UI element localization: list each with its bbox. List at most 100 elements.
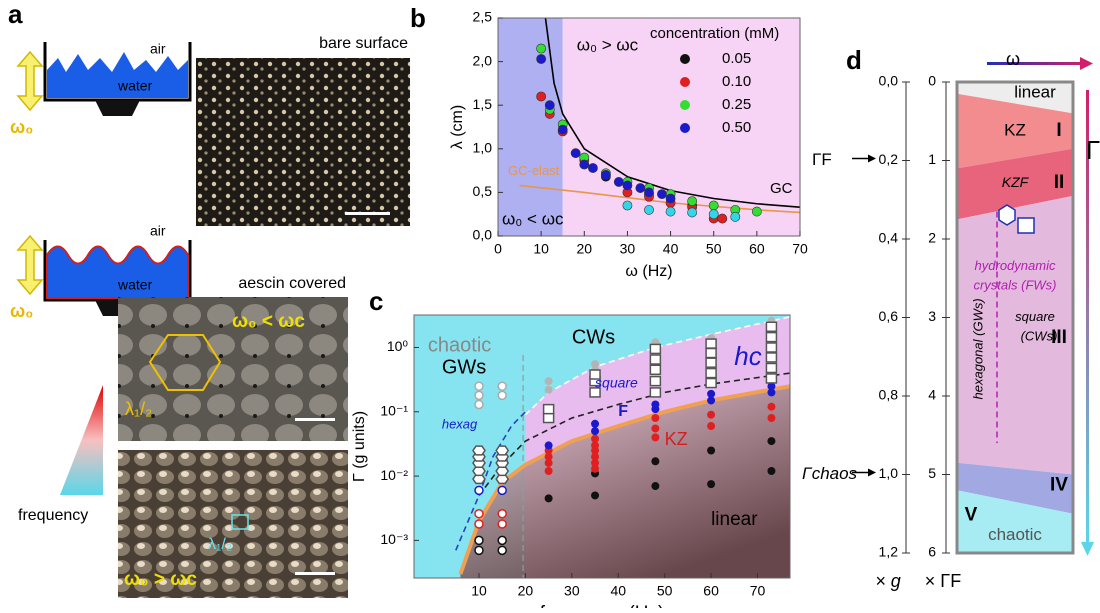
- marker: [766, 374, 776, 383]
- marker: [475, 486, 483, 494]
- marker: [651, 433, 659, 441]
- marker: [767, 414, 775, 422]
- x-tick-label: 60: [703, 583, 719, 599]
- marker: [766, 343, 776, 352]
- marker: [601, 170, 610, 179]
- vibration-arrow: [18, 52, 42, 110]
- x-axis-label: frequency (Hz): [540, 603, 665, 608]
- arrow-head: [868, 469, 876, 477]
- marker: [650, 355, 660, 364]
- y-tick-label: 0,8: [879, 387, 899, 403]
- y-tick-label: 1,2: [879, 544, 899, 560]
- marker: [706, 339, 716, 348]
- region: [498, 18, 563, 236]
- x-tick-label: 30: [620, 241, 636, 257]
- x-tick-label: 30: [564, 583, 580, 599]
- marker: [766, 353, 776, 362]
- marker: [475, 536, 483, 544]
- y-tick-label: 0,0: [473, 227, 493, 243]
- y-tick-label: 0,0: [879, 73, 899, 89]
- legend-label: 0.05: [722, 50, 751, 67]
- y-tick-label: 10⁻³: [380, 531, 408, 547]
- y-tick-label: 0,6: [879, 308, 899, 324]
- air-label: air: [150, 41, 166, 57]
- x-tick-label: 50: [706, 241, 722, 257]
- legend-label: 0.50: [722, 119, 751, 136]
- marker: [571, 149, 580, 158]
- x-tick-label: 10: [533, 241, 549, 257]
- region-name: linear: [1014, 82, 1056, 101]
- y-axis-label: Γ (g units): [351, 411, 368, 482]
- y-tick-label: 10⁻¹: [380, 402, 408, 418]
- marker: [651, 400, 659, 408]
- marker: [657, 190, 666, 199]
- marker: [707, 480, 715, 488]
- marker: [498, 391, 506, 399]
- air-label: air: [150, 223, 166, 239]
- y2-tick-label: 1: [928, 151, 936, 167]
- marker: [545, 386, 553, 394]
- region-numeral: IV: [1050, 474, 1068, 495]
- wavelength-label: λ₁/₂: [125, 399, 152, 419]
- panel-label: a: [8, 0, 23, 29]
- omega-label: ω₀: [10, 117, 33, 137]
- marker: [636, 183, 645, 192]
- y2-tick-label: 3: [928, 308, 936, 324]
- legend-marker: [680, 77, 690, 87]
- marker: [473, 446, 485, 455]
- region-numeral: V: [965, 505, 978, 526]
- annotation: GWs: [442, 356, 486, 378]
- y-axis-label: × g: [875, 571, 901, 591]
- marker: [767, 467, 775, 475]
- marker: [580, 160, 589, 169]
- photo-caption: bare surface: [319, 35, 408, 52]
- region-numeral: II: [1054, 172, 1065, 193]
- annotation: linear: [711, 509, 758, 530]
- marker: [644, 188, 653, 197]
- x-tick-label: 60: [749, 241, 765, 257]
- marker: [644, 205, 653, 214]
- region-text: crystals (FWs): [973, 278, 1056, 293]
- marker: [475, 382, 483, 390]
- marker: [537, 44, 546, 53]
- scale-bar: [295, 418, 335, 421]
- marker: [544, 414, 554, 423]
- y-tick-label: 0,5: [473, 183, 493, 199]
- annotation: square: [595, 375, 638, 391]
- region-name: chaotic: [988, 525, 1042, 544]
- marker: [650, 377, 660, 386]
- panel: linearKZIKZFIIIIIhydrodynamiccrystals (F…: [802, 45, 1100, 591]
- region-text: hydrodynamic: [975, 258, 1056, 273]
- y2-tick-label: 2: [928, 230, 936, 246]
- vibration-arrow: [18, 236, 42, 294]
- annotation: hexag: [442, 416, 478, 431]
- curve-label: GC: [770, 180, 793, 197]
- y-tick-label: 1,0: [473, 140, 493, 156]
- marker: [544, 405, 554, 414]
- y2-tick-label: 0: [928, 73, 936, 89]
- region-text: square: [1015, 309, 1055, 324]
- x-tick-label: 20: [518, 583, 534, 599]
- marker: [498, 382, 506, 390]
- marker: [766, 322, 776, 331]
- frequency-wedge: [60, 385, 103, 495]
- square-icon: [1018, 218, 1034, 233]
- marker: [766, 363, 776, 372]
- annotation: hc: [734, 341, 761, 371]
- threshold-label: Γchaos: [802, 464, 858, 483]
- annotation: KZ: [665, 429, 688, 449]
- y-tick-label: 1,5: [473, 96, 493, 112]
- legend-marker: [680, 123, 690, 133]
- marker: [767, 437, 775, 445]
- shaker: [95, 100, 140, 116]
- y2-axis-label: × ΓF: [925, 571, 961, 591]
- marker: [707, 411, 715, 419]
- y-tick-label: 10⁻²: [380, 467, 408, 483]
- region-label: ω₀ < ωc: [502, 209, 564, 228]
- region-name: KZF: [1002, 174, 1030, 190]
- region-text: (CWs): [1021, 329, 1058, 344]
- hexagon-icon: [999, 205, 1015, 225]
- wavelength-label: λ₁/₂: [208, 536, 232, 553]
- marker: [545, 494, 553, 502]
- omega-arrow: [987, 62, 1087, 65]
